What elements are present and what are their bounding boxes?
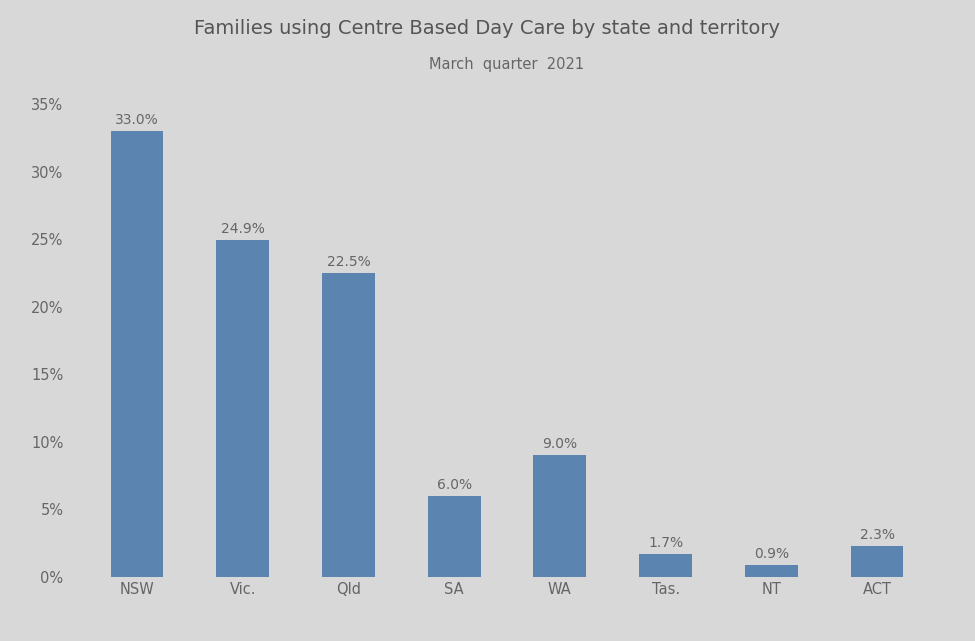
- Bar: [216, 240, 269, 577]
- Bar: [533, 455, 586, 577]
- Title: March  quarter  2021: March quarter 2021: [429, 56, 585, 72]
- Bar: [110, 131, 164, 577]
- Bar: [850, 546, 904, 577]
- Bar: [640, 554, 692, 577]
- Text: 1.7%: 1.7%: [648, 536, 683, 550]
- Bar: [322, 273, 374, 577]
- Text: 33.0%: 33.0%: [115, 113, 159, 127]
- Bar: [428, 496, 481, 577]
- Bar: [745, 565, 798, 577]
- Text: 0.9%: 0.9%: [754, 547, 789, 561]
- Text: 9.0%: 9.0%: [542, 437, 577, 451]
- Text: Families using Centre Based Day Care by state and territory: Families using Centre Based Day Care by …: [194, 19, 781, 38]
- Text: 24.9%: 24.9%: [220, 222, 264, 237]
- Text: 2.3%: 2.3%: [860, 528, 894, 542]
- Text: 22.5%: 22.5%: [327, 255, 370, 269]
- Text: 6.0%: 6.0%: [437, 478, 472, 492]
